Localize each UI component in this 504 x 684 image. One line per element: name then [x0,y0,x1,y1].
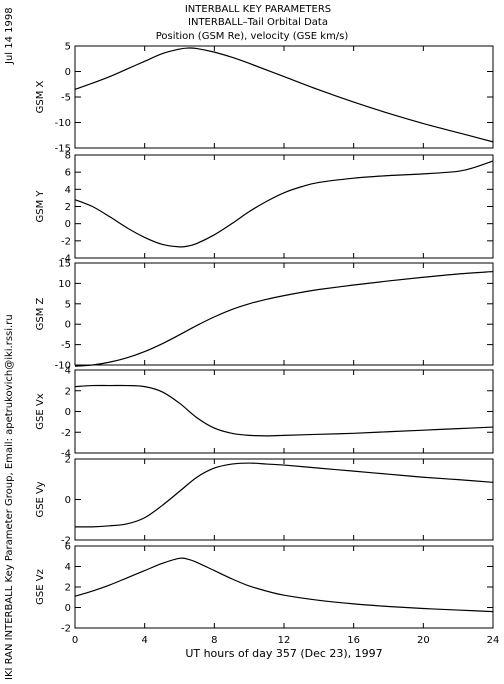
series-line-gsm-x [74,47,494,143]
header-line-3: Position (GSM Re), velocity (GSE km/s) [156,31,349,42]
y-tick-label-gsm-x: -5 [61,93,71,104]
y-tick-label-gsm-y: 0 [65,219,71,230]
y-tick-label-gsm-y: -2 [61,236,71,247]
x-tick-label: 0 [72,635,78,646]
y-axis-label-gsm-x: GSM X [35,80,46,113]
series-line-gse-vx [74,384,494,437]
y-tick-label-gsm-z: -5 [61,340,71,351]
panel-frame-gsm-x [74,45,494,149]
y-tick-label-gse-vx: -2 [61,428,71,439]
panel-frame-gse-vz [74,545,494,629]
y-tick-label-gse-vx: 0 [65,407,71,418]
y-tick-label-gsm-y: 2 [65,202,71,213]
y-axis-label-gse-vx: GSE Vx [35,393,46,429]
y-tick-label-gsm-x: -15 [55,144,71,155]
y-tick-label-gse-vy: -2 [61,536,71,547]
x-tick-label: 8 [211,635,217,646]
y-tick-label-gsm-x: 5 [65,42,71,53]
side-date: Jul 14 1998 [4,7,15,65]
y-tick-label-gse-vy: 0 [65,495,71,506]
y-tick-label-gse-vz: 0 [65,603,71,614]
panel-frame-gsm-y [74,154,494,259]
y-tick-label-gsm-y: 4 [65,185,71,196]
y-tick-label-gsm-z: 15 [58,259,71,270]
y-axis-label-gse-vy: GSE Vy [35,481,46,517]
x-tick-label: 16 [347,635,360,646]
x-tick-label: 4 [141,635,147,646]
panel-frame-gse-vy [74,458,494,541]
y-axis-label-gse-vz: GSE Vz [35,569,46,605]
header-line-2: INTERBALL–Tail Orbital Data [188,17,328,28]
y-tick-label-gse-vx: -4 [61,449,71,460]
x-tick-label: 20 [417,635,430,646]
side-credit: IKI RAN INTERBALL Key Parameter Group, E… [4,314,15,680]
series-line-gse-vy [74,462,494,528]
y-tick-label-gsm-y: 8 [65,151,71,162]
y-tick-label-gse-vx: 4 [65,366,71,377]
y-tick-label-gse-vz: 6 [65,542,71,553]
x-tick-label: 24 [487,635,500,646]
y-tick-label-gsm-x: -10 [55,118,71,129]
y-tick-label-gse-vz: 4 [65,562,71,573]
x-tick-label: 12 [278,635,291,646]
series-line-gse-vz [74,557,494,613]
y-tick-label-gsm-y: -4 [61,254,71,265]
y-tick-label-gsm-z: 5 [65,299,71,310]
y-tick-label-gsm-x: 0 [65,67,71,78]
y-tick-label-gse-vx: 2 [65,386,71,397]
series-line-gsm-z [74,270,494,367]
y-tick-label-gsm-z: -10 [55,361,71,372]
series-line-gsm-y [74,160,494,248]
y-tick-label-gsm-y: 6 [65,168,71,179]
y-tick-label-gsm-z: 10 [58,279,71,290]
panel-frame-gse-vx [74,369,494,454]
x-axis-label: UT hours of day 357 (Dec 23), 1997 [185,647,382,660]
panel-frame-gsm-z [74,262,494,366]
y-axis-label-gsm-z: GSM Z [35,297,46,330]
y-tick-label-gse-vy: 2 [65,455,71,466]
header-line-1: INTERBALL KEY PARAMETERS [185,4,331,15]
y-axis-label-gsm-y: GSM Y [35,190,46,223]
y-tick-label-gse-vz: -2 [61,624,71,635]
y-tick-label-gse-vz: 2 [65,583,71,594]
y-tick-label-gsm-z: 0 [65,320,71,331]
